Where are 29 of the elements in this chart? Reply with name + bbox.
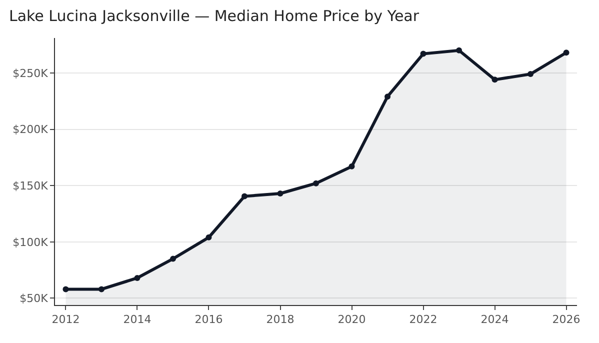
y-tick-label: $100K — [12, 236, 49, 249]
point — [384, 94, 391, 100]
point — [206, 234, 212, 240]
point — [456, 47, 462, 54]
point — [134, 274, 140, 281]
x-tick-label: 2014 — [123, 313, 152, 326]
point — [277, 190, 284, 196]
x-tick-label: 2024 — [480, 313, 509, 326]
x-tick-label: 2020 — [338, 313, 366, 326]
x-tick-label: 2012 — [52, 313, 80, 326]
y-tick-label: $250K — [12, 66, 49, 80]
point — [420, 50, 426, 57]
point — [98, 286, 104, 292]
y-tick-label: $150K — [12, 179, 49, 192]
point — [563, 50, 570, 56]
point — [170, 256, 176, 262]
chart-title: Lake Lucina Jacksonville — Median Home Price by Year — [8, 6, 420, 25]
point — [241, 193, 248, 200]
point — [528, 71, 534, 78]
point — [348, 163, 355, 170]
point — [62, 286, 69, 292]
x-tick-label: 2016 — [194, 313, 223, 326]
x-tick-label: 2018 — [266, 313, 294, 326]
x-tick-label: 2026 — [552, 313, 580, 326]
point — [492, 76, 498, 83]
y-tick-label: $200K — [12, 123, 49, 136]
point — [313, 180, 319, 186]
x-tick-label: 2022 — [409, 313, 438, 326]
y-tick-label: $50K — [20, 292, 49, 306]
